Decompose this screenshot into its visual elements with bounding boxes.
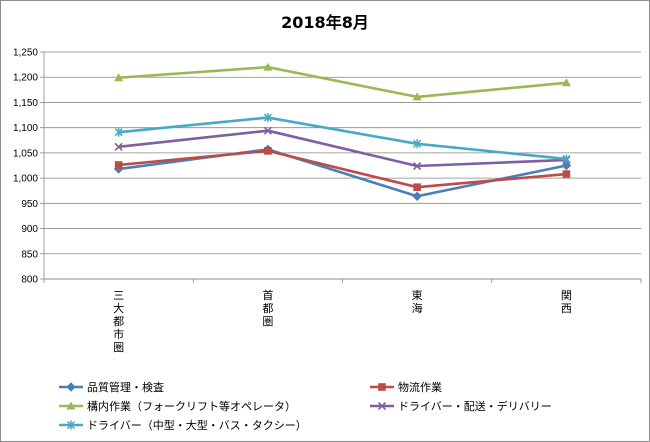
legend-label: 物流作業 [398,380,442,394]
y-tick-label: 1,100 [13,123,38,134]
data-point [66,382,76,392]
series-line [118,65,567,99]
series-line [118,149,567,189]
data-point [378,383,386,391]
data-point [263,113,272,123]
data-point [561,160,572,171]
data-point [413,139,422,149]
x-tick-label: 首都圏 [262,288,273,328]
data-point [66,401,76,410]
x-tick-label: 関西 [561,289,572,315]
data-point [413,161,422,171]
data-point [114,73,124,82]
chart-title: 2018年8月 [281,13,369,32]
x-tick-label: 三大都市圏 [113,289,124,354]
data-point [263,126,272,135]
y-tick-label: 800 [21,275,38,286]
series-line [118,129,567,168]
x-tick-label: 東海 [412,289,423,315]
y-tick-label: 950 [21,199,38,210]
data-point [263,62,273,71]
y-tick-label: 900 [21,224,38,235]
data-point [114,161,123,169]
series-line [118,116,567,161]
data-point [114,127,123,137]
y-tick-label: 1,050 [13,148,38,159]
data-point [561,78,571,87]
data-point [412,191,422,201]
y-tick-label: 1,200 [13,73,38,84]
data-point [412,92,422,101]
data-point [114,142,123,151]
legend-label: ドライバー・配送・デリバリー [398,399,552,413]
data-point [413,183,421,191]
legend-label: 構内作業（フォークリフト等オペレータ） [87,399,296,413]
y-tick-label: 1,000 [13,174,38,185]
data-point [562,154,571,164]
legend-label: ドライバー（中型・大型・バス・タクシー） [87,418,307,432]
y-tick-label: 850 [21,249,38,260]
data-point [66,420,76,430]
y-tick-label: 1,250 [13,48,38,59]
data-point [377,401,387,411]
legend-label: 品質管理・検査 [87,380,164,394]
data-point [264,147,272,155]
series-line [118,148,567,198]
data-point [562,170,571,178]
y-tick-label: 1,150 [13,98,38,109]
